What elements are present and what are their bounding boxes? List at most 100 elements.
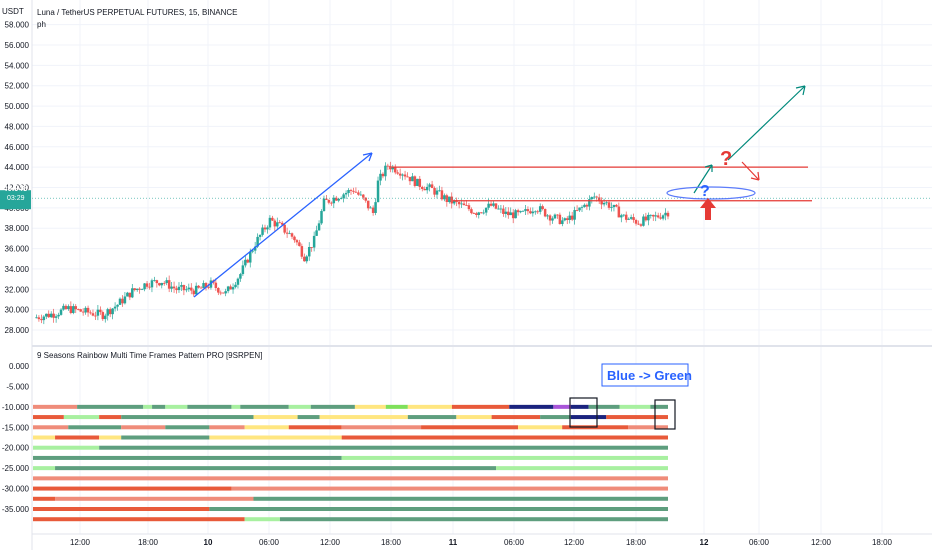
projection-arrow-short[interactable] — [693, 164, 713, 194]
indicator-title[interactable]: 9 Seasons Rainbow Multi Time Frames Patt… — [37, 351, 262, 360]
indicator-short-label[interactable]: ph — [37, 20, 46, 29]
candle — [393, 164, 397, 175]
candle — [408, 176, 412, 185]
candle — [607, 199, 611, 210]
candle — [374, 198, 377, 216]
candle — [617, 202, 621, 218]
candle — [99, 306, 102, 315]
rainbow-segment — [385, 404, 408, 409]
candle — [477, 211, 481, 219]
candle — [514, 208, 517, 219]
candle — [106, 307, 109, 321]
candle — [283, 224, 286, 235]
candle — [565, 216, 569, 225]
candle — [396, 169, 399, 175]
rainbow-segment — [509, 404, 554, 409]
candle — [160, 282, 164, 289]
candle — [42, 315, 46, 325]
candle — [263, 224, 267, 233]
candle — [81, 308, 85, 316]
candle — [182, 284, 186, 296]
indicator-axis[interactable]: 0.000 -5.000 -10.000 -15.000 -20.000 -25.000 -… — [2, 362, 30, 514]
candle — [167, 275, 171, 293]
rainbow-segment — [121, 415, 254, 420]
grid-lines — [32, 0, 932, 534]
candle — [509, 207, 512, 216]
candle — [362, 194, 365, 200]
rainbow-segment — [319, 415, 408, 420]
candle — [652, 214, 655, 221]
candle — [148, 282, 151, 290]
rainbow-segment — [187, 404, 232, 409]
candle — [494, 203, 498, 210]
rainbow-segment — [33, 415, 64, 420]
rainbow-segment — [231, 486, 668, 491]
time-axis[interactable]: 12:00 18:00 10 06:00 12:00 18:00 11 06:00 12:00 1… — [70, 538, 893, 547]
candle — [573, 206, 576, 225]
candle — [629, 214, 633, 221]
annotation-box[interactable]: Blue -> Green — [601, 363, 692, 387]
pullback-arrow[interactable] — [741, 161, 760, 181]
candle — [558, 212, 562, 225]
blue-question-mark-icon: ? — [700, 183, 710, 200]
candle — [605, 201, 608, 206]
candle — [457, 200, 461, 209]
candle — [536, 209, 540, 215]
time-tick-label: 11 — [449, 538, 458, 547]
candle — [214, 278, 218, 291]
candle — [593, 192, 596, 200]
projection-arrow-long[interactable] — [727, 85, 806, 161]
candle — [261, 224, 264, 237]
candle — [138, 287, 141, 294]
candle — [158, 282, 161, 287]
highlight-box-1[interactable] — [569, 397, 598, 428]
candle — [347, 188, 350, 197]
time-tick-label: 12:00 — [811, 538, 832, 547]
candle — [622, 214, 626, 217]
candle — [541, 204, 544, 211]
candle — [172, 281, 176, 293]
rainbow-segment — [33, 486, 232, 491]
rainbow-segment — [253, 415, 298, 420]
candle — [197, 284, 200, 289]
time-tick-label: 18:00 — [626, 538, 647, 547]
candle — [268, 215, 272, 231]
breakout-zone-ellipse[interactable] — [666, 186, 756, 200]
candle — [219, 290, 223, 296]
candle — [666, 210, 670, 220]
candle — [295, 239, 299, 246]
candle — [290, 232, 294, 240]
symbol-title[interactable]: Luna / TetherUS PERPETUAL FUTURES, 15, B… — [37, 8, 238, 17]
candle — [224, 288, 227, 297]
rainbow-segment — [231, 404, 241, 409]
candle — [499, 204, 503, 214]
candle — [293, 235, 296, 243]
rainbow-segment — [55, 466, 497, 471]
annotation-text: Blue -> Green — [607, 368, 692, 383]
candle — [467, 202, 471, 212]
rainbow-segment — [99, 445, 669, 450]
uptrend-arrow[interactable] — [193, 152, 373, 298]
candle — [52, 308, 55, 323]
candle — [624, 211, 628, 223]
candle — [57, 312, 60, 320]
rainbow-segment — [354, 404, 386, 409]
candle — [54, 314, 58, 323]
price-tick-label: 48.000 — [5, 122, 30, 131]
candle — [303, 253, 306, 262]
candle — [543, 208, 547, 218]
rainbow-segment — [518, 425, 563, 430]
rainbow-segment — [63, 415, 100, 420]
highlight-box-2[interactable] — [654, 399, 676, 430]
candle — [570, 211, 574, 222]
candle — [96, 304, 100, 321]
candle — [300, 243, 304, 260]
rainbow-segment — [244, 517, 280, 522]
candle — [121, 295, 124, 307]
candle — [320, 209, 323, 225]
candle — [64, 304, 68, 310]
rainbow-segment — [209, 507, 668, 511]
rainbow-segment — [297, 415, 320, 420]
time-tick-label: 12:00 — [320, 538, 341, 547]
